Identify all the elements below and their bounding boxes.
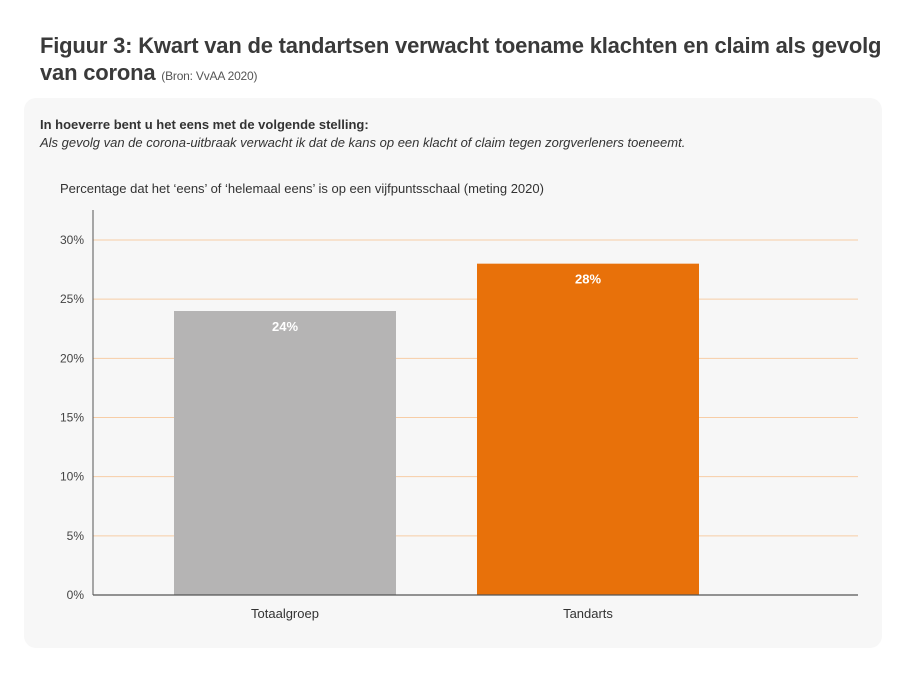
y-tick-label: 25% xyxy=(60,292,84,306)
chart-panel xyxy=(24,98,882,648)
source-note: (Bron: VvAA 2020) xyxy=(161,69,258,83)
chart-title: Percentage dat het ‘eens’ of ‘helemaal e… xyxy=(60,181,544,196)
statement: Als gevolg van de corona-uitbraak verwac… xyxy=(40,135,686,150)
y-tick-label: 20% xyxy=(60,351,84,365)
x-tick-label: Tandarts xyxy=(563,606,613,621)
y-tick-label: 30% xyxy=(60,233,84,247)
y-tick-label: 0% xyxy=(67,588,85,602)
bar-tandarts xyxy=(477,263,699,595)
x-tick-label: Totaalgroep xyxy=(251,606,319,621)
data-label: 28% xyxy=(575,272,601,287)
question: In hoeverre bent u het eens met de volge… xyxy=(40,117,369,132)
bar-totaalgroep xyxy=(174,311,396,595)
y-tick-label: 5% xyxy=(67,529,85,543)
figure-title: Figuur 3: Kwart van de tandartsen verwac… xyxy=(40,33,882,85)
y-tick-label: 10% xyxy=(60,470,84,484)
y-tick-label: 15% xyxy=(60,411,84,425)
data-label: 24% xyxy=(272,319,298,334)
